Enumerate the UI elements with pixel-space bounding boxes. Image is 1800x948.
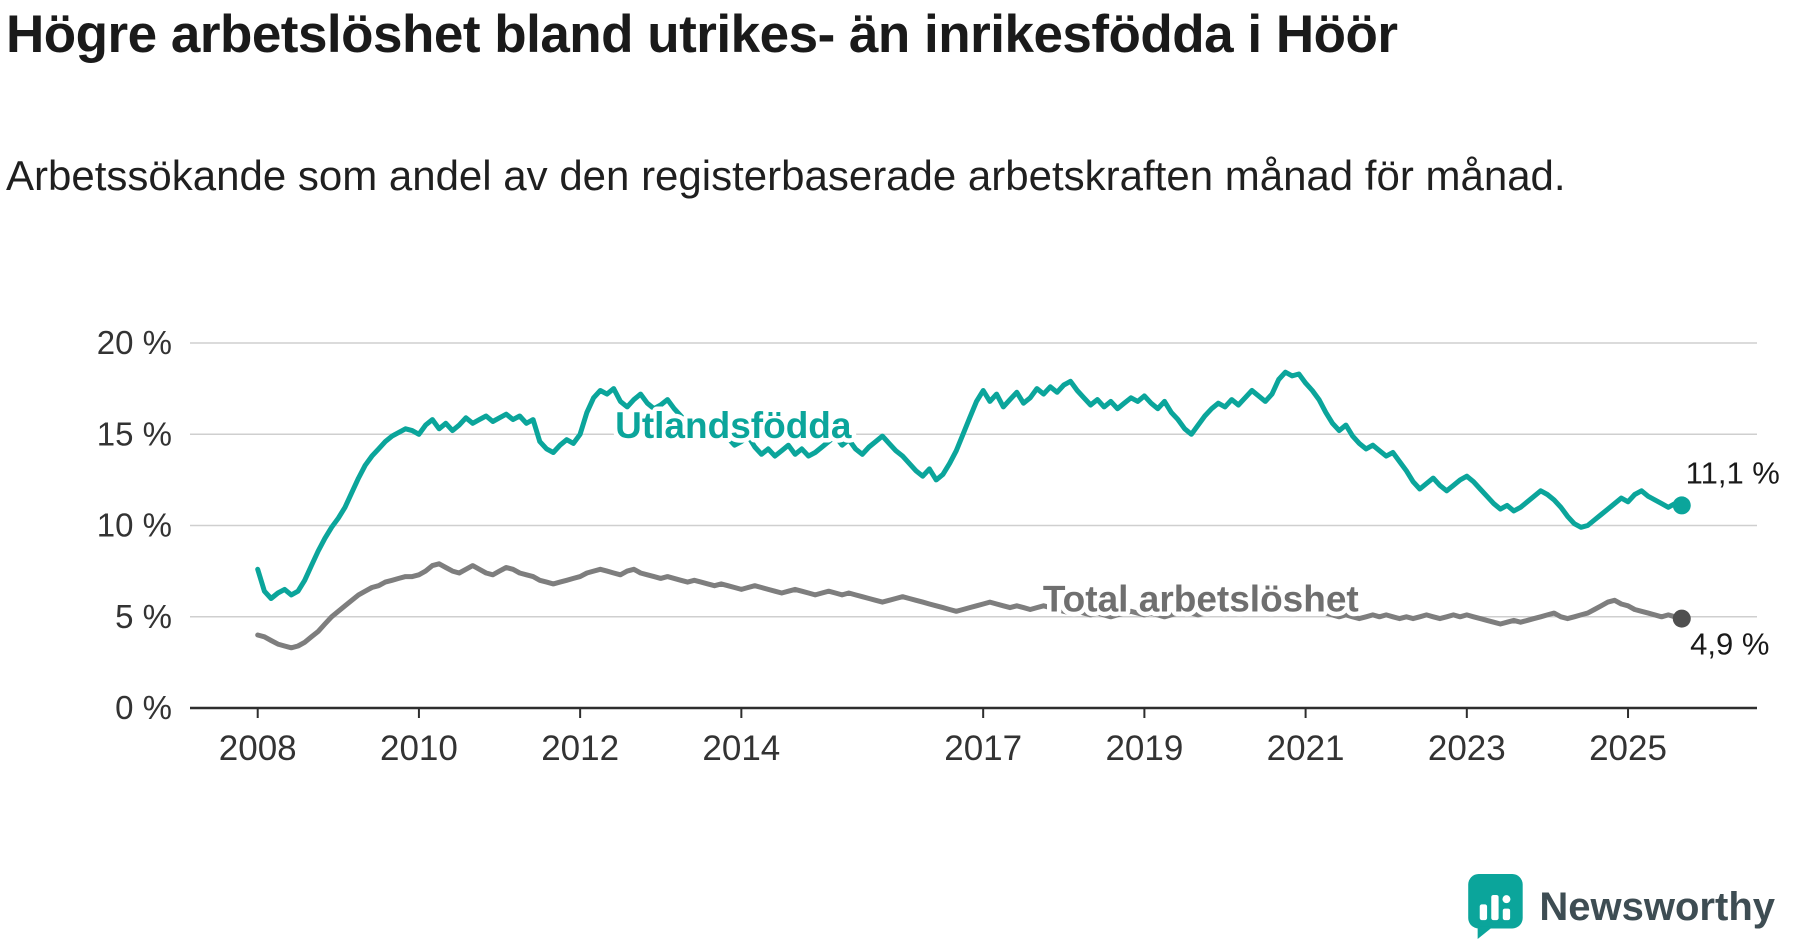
logo-bar-1 [1480, 904, 1488, 921]
logo-bar-2 [1491, 894, 1499, 921]
x-tick-label-2019: 2019 [1105, 729, 1183, 768]
x-tick-label-2025: 2025 [1589, 729, 1667, 768]
series-line-total-arbetsl-shet [255, 561, 1685, 651]
y-tick-label-20: 20 % [97, 324, 172, 361]
logo-dot [1502, 895, 1511, 904]
y-tick-label-0: 0 % [115, 689, 172, 726]
logo-bar-3 [1503, 908, 1511, 921]
end-value-label-utlandsf-dda: 11,1 % [1686, 455, 1780, 490]
series-label-total-arbetsl-shet: Total arbetslöshet [1043, 579, 1359, 620]
x-tick-label-2021: 2021 [1267, 729, 1345, 768]
x-tick-label-2008: 2008 [219, 729, 297, 768]
newsworthy-logo-icon [1468, 874, 1524, 939]
y-tick-label-15: 15 % [97, 415, 172, 452]
brand-name: Newsworthy [1539, 884, 1775, 929]
logo-bubble-tail [1478, 926, 1494, 939]
page-title: Högre arbetslöshet bland utrikes- än inr… [6, 5, 1398, 64]
x-tick-label-2014: 2014 [702, 729, 780, 768]
end-value-label-total-arbetsl-shet: 4,9 % [1690, 627, 1769, 662]
x-tick-label-2017: 2017 [944, 729, 1022, 768]
series-label-utlandsf-dda: Utlandsfödda [615, 405, 852, 446]
x-tick-label-2012: 2012 [541, 729, 619, 768]
series-end-dot-total-arbetsl-shet [1672, 609, 1691, 628]
chart-subtitle: Arbetssökande som andel av den registerb… [6, 152, 1566, 199]
y-tick-label-5: 5 % [115, 598, 172, 635]
y-tick-label-10: 10 % [97, 507, 172, 544]
newsworthy-brand: Newsworthy [1468, 874, 1775, 940]
x-tick-label-2023: 2023 [1428, 729, 1506, 768]
x-tick-label-2010: 2010 [380, 729, 458, 768]
series-end-dot-utlandsf-dda [1672, 496, 1691, 515]
series-line-utlandsf-dda [255, 369, 1685, 601]
